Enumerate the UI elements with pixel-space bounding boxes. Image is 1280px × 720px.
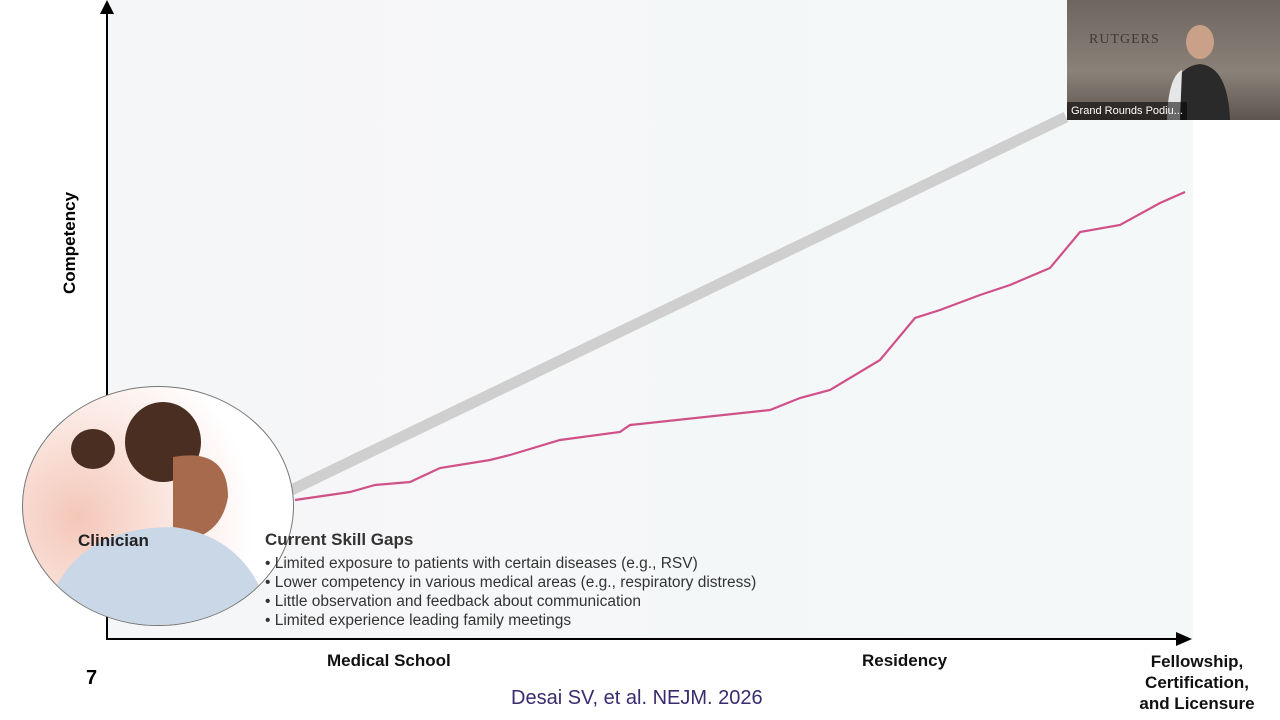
skill-gaps-box: Current Skill Gaps Limited exposure to p… xyxy=(265,530,756,630)
x-label-medical-school: Medical School xyxy=(327,651,451,670)
citation: Desai SV, et al. NEJM. 2026 xyxy=(511,687,763,709)
x-label-residency: Residency xyxy=(862,651,948,670)
page-number: 7 xyxy=(86,667,98,689)
x-label-fellowship: Fellowship, Certification, and Licensure xyxy=(1139,652,1255,713)
skill-gaps-title: Current Skill Gaps xyxy=(265,530,414,549)
skill-gap-item: Limited exposure to patients with certai… xyxy=(265,554,756,573)
skill-gap-item: Lower competency in various medical area… xyxy=(265,573,757,592)
participant-name: Grand Rounds Podiu... xyxy=(1067,102,1187,120)
y-axis-label: Competency xyxy=(60,191,79,294)
x-axis-arrow xyxy=(1176,632,1192,646)
skill-gap-item: Limited experience leading family meetin… xyxy=(265,611,756,630)
y-axis-arrow xyxy=(100,0,114,14)
skill-gap-item: Little observation and feedback about co… xyxy=(265,592,756,611)
clinician-label: Clinician xyxy=(78,531,149,550)
competency-curve xyxy=(294,190,1186,502)
ideal-trajectory-band xyxy=(222,112,1069,527)
speaker-video-tile[interactable]: RUTGERS Grand Rounds Podiu... xyxy=(1067,0,1280,120)
background-sign: RUTGERS xyxy=(1089,32,1160,47)
clinician-illustration xyxy=(22,386,294,626)
